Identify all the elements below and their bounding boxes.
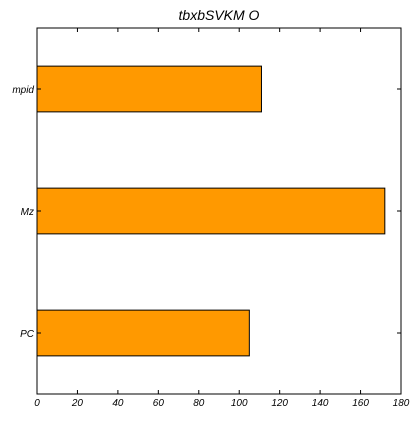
y-tick-label: PC <box>20 329 35 340</box>
bar-mpid <box>37 66 261 112</box>
x-tick-label: 20 <box>71 398 84 409</box>
x-tick-label: 60 <box>153 398 165 409</box>
x-tick-label: 140 <box>312 398 329 409</box>
y-tick-label: Mz <box>21 207 34 218</box>
x-tick-label: 160 <box>352 398 369 409</box>
x-tick-label: 0 <box>34 398 40 409</box>
x-tick-label: 180 <box>393 398 410 409</box>
x-tick-label: 120 <box>271 398 288 409</box>
x-tick-label: 100 <box>231 398 248 409</box>
bars-layer <box>37 66 385 356</box>
bar-mz <box>37 188 385 234</box>
bar-pc <box>37 310 249 356</box>
x-tick-label: 80 <box>193 398 205 409</box>
chart-title: tbxbSVKM O <box>179 7 260 23</box>
x-tick-label: 40 <box>112 398 124 409</box>
y-tick-label: mpid <box>12 85 34 96</box>
